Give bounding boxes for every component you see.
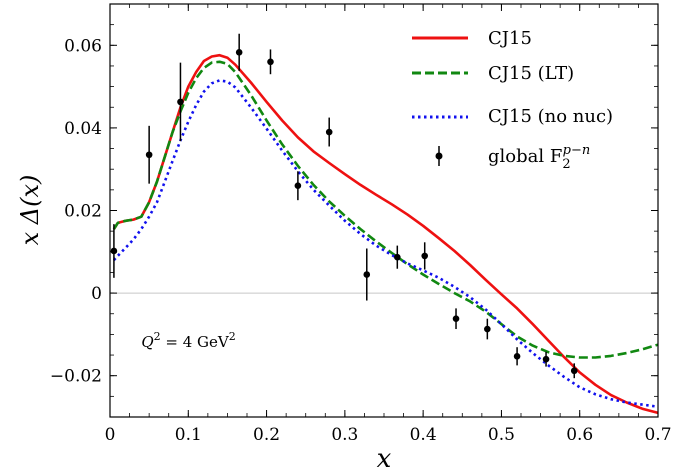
data-point xyxy=(513,352,521,360)
legend-marker xyxy=(435,152,443,160)
y-tick-label: −0.02 xyxy=(50,367,102,387)
legend-label-global-f2: global F2p−n xyxy=(488,143,590,172)
series-line-cj15-lt xyxy=(112,60,658,359)
legend-label-cj15-lt: CJ15 (LT) xyxy=(488,63,574,84)
data-point xyxy=(267,58,274,66)
data-points xyxy=(110,33,578,379)
x-tick-label: 0.7 xyxy=(644,425,671,445)
legend: CJ15 CJ15 (LT) CJ15 (no nuc) global F2p−… xyxy=(412,28,613,172)
data-point xyxy=(235,49,243,56)
legend-label-cj15-no-nuc: CJ15 (no nuc) xyxy=(488,106,613,127)
y-tick-label: 0 xyxy=(91,284,102,304)
y-tick-label: 0.06 xyxy=(64,36,102,56)
data-point xyxy=(452,315,460,323)
legend-label-cj15: CJ15 xyxy=(488,28,532,49)
data-point xyxy=(110,247,118,255)
data-point xyxy=(363,271,371,278)
x-tick-label: 0.1 xyxy=(175,425,202,445)
series-line-cj15-no-nuc xyxy=(112,79,658,408)
axis-ticks: 0 0.1 0.2 0.3 0.4 0.5 0.6 0.7 −0.02 0 0.02 0.04 0.06 xyxy=(50,3,672,445)
x-tick-label: 0.5 xyxy=(488,425,515,445)
plot-frame xyxy=(109,3,659,418)
x-axis-title: x xyxy=(377,444,392,474)
data-point xyxy=(394,253,401,261)
y-axis-title: x Δ(x) xyxy=(16,175,44,246)
x-tick-label: 0.3 xyxy=(331,425,358,445)
series-layer xyxy=(112,53,658,415)
data-point xyxy=(570,367,578,375)
data-point xyxy=(145,151,153,159)
x-tick-label: 0.2 xyxy=(253,425,280,445)
data-point xyxy=(421,252,429,260)
y-tick-label: 0.04 xyxy=(64,119,102,139)
q2-annotation: Q2 = 4 GeV2 xyxy=(141,330,235,351)
data-point xyxy=(294,182,302,190)
series-line-cj15 xyxy=(112,53,658,415)
data-point xyxy=(325,128,333,136)
y-tick-label: 0.02 xyxy=(64,202,102,222)
x-tick-label: 0 xyxy=(105,425,116,445)
data-point xyxy=(177,98,184,106)
data-point xyxy=(542,355,550,363)
x-tick-label: 0.6 xyxy=(566,425,593,445)
data-point xyxy=(484,325,491,333)
x-tick-label: 0.4 xyxy=(410,425,437,445)
